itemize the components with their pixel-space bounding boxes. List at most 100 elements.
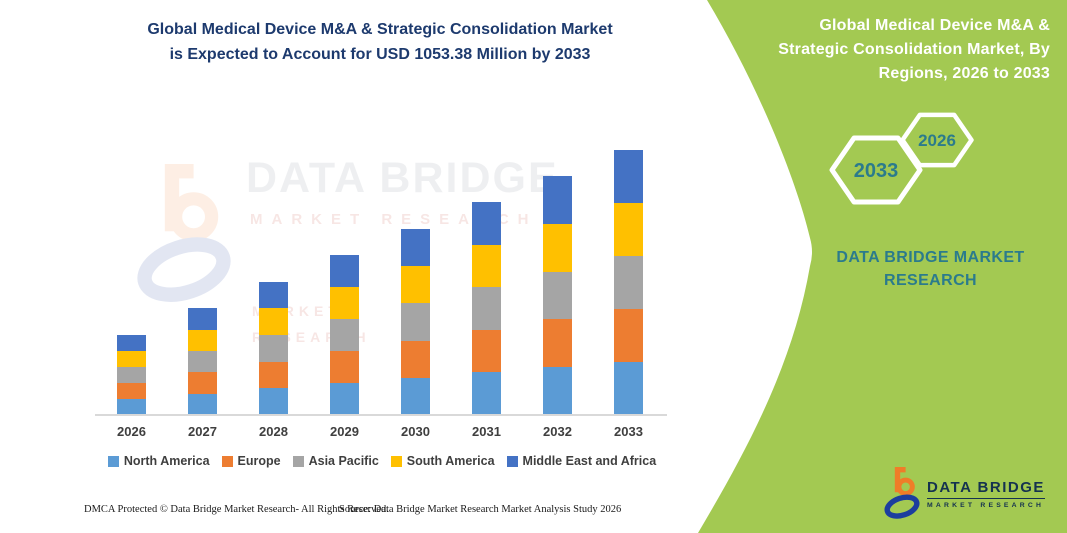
stacked-bar-2030: [401, 228, 430, 415]
bar-column-2029: [309, 150, 380, 415]
stacked-bar-2029: [330, 255, 359, 415]
bar-segment-2033-middle-east-and-africa: [614, 150, 643, 204]
x-axis-label-2026: 2026: [117, 424, 146, 439]
bar-column-2032: [522, 150, 593, 415]
bar-column-2027: [167, 150, 238, 415]
hexagon-2033-label: 2033: [854, 160, 899, 182]
legend-swatch: [107, 455, 119, 467]
databridge-logo-text: DATA BRIDGE MARKET RESEARCH: [927, 479, 1045, 509]
stacked-bar-chart: [96, 150, 664, 415]
bar-segment-2027-north-america: [188, 393, 217, 415]
page-title: Global Medical Device M&A & Strategic Co…: [40, 17, 720, 67]
legend-swatch: [506, 455, 518, 467]
side-panel-title-line2: Strategic Consolidation Market, By: [778, 41, 1050, 58]
hexagon-2026: [900, 112, 974, 168]
bar-segment-2032-asia-pacific: [543, 271, 572, 320]
bar-segment-2030-asia-pacific: [401, 303, 430, 341]
stacked-bar-2033: [614, 150, 643, 415]
bar-segment-2029-asia-pacific: [330, 319, 359, 352]
databridge-logo-glyph: [884, 467, 920, 519]
legend-label: Middle East and Africa: [522, 454, 657, 468]
stacked-bar-2032: [543, 176, 572, 415]
bar-segment-2032-north-america: [543, 367, 572, 415]
bar-segment-2026-north-america: [117, 398, 146, 415]
bar-segment-2030-north-america: [401, 377, 430, 415]
x-axis-line: [95, 414, 667, 416]
side-panel-title-line1: Global Medical Device M&A &: [819, 17, 1050, 34]
logo-brand-name: DATA BRIDGE: [927, 479, 1045, 499]
x-axis-labels: 2026 2027 2028 2029 2030 2031 2032 2033: [96, 424, 664, 439]
bar-column-2033: [593, 150, 664, 415]
stacked-bar-2031: [472, 202, 501, 415]
green-panel-shape: [698, 0, 1067, 533]
bar-segment-2032-europe: [543, 319, 572, 368]
stacked-bar-2028: [259, 281, 288, 415]
x-axis-label-2032: 2032: [543, 424, 572, 439]
bar-segment-2031-asia-pacific: [472, 287, 501, 330]
x-axis-label-2027: 2027: [188, 424, 217, 439]
side-panel-title-line3: Regions, 2026 to 2033: [878, 65, 1050, 82]
hexagon-2026-label: 2026: [918, 131, 956, 150]
logo-brand-subtitle: MARKET RESEARCH: [927, 502, 1045, 509]
bar-segment-2028-middle-east-and-africa: [259, 281, 288, 309]
bar-column-2030: [380, 150, 451, 415]
brand-text-line2: RESEARCH: [884, 272, 977, 289]
bar-segment-2033-europe: [614, 309, 643, 362]
stacked-bar-2027: [188, 308, 217, 415]
legend-label: Europe: [237, 454, 281, 468]
bar-segment-2030-south-america: [401, 266, 430, 304]
footer-copyright: DMCA Protected © Data Bridge Market Rese…: [84, 504, 389, 515]
legend-swatch: [390, 455, 402, 467]
bar-segment-2031-europe: [472, 329, 501, 373]
bar-segment-2029-south-america: [330, 287, 359, 320]
bar-segment-2028-north-america: [259, 388, 288, 415]
bar-segment-2031-north-america: [472, 372, 501, 415]
x-axis-label-2030: 2030: [401, 424, 430, 439]
legend-label: North America: [123, 454, 210, 468]
bar-segment-2029-north-america: [330, 383, 359, 415]
bar-segment-2027-middle-east-and-africa: [188, 308, 217, 330]
bar-segment-2030-middle-east-and-africa: [401, 228, 430, 267]
legend-item-europe: Europe: [221, 454, 281, 468]
bar-segment-2031-middle-east-and-africa: [472, 202, 501, 245]
page-title-line1: Global Medical Device M&A & Strategic Co…: [147, 21, 613, 38]
bar-segment-2030-europe: [401, 340, 430, 378]
x-axis-label-2031: 2031: [472, 424, 501, 439]
bar-segment-2027-south-america: [188, 329, 217, 351]
bar-column-2026: [96, 150, 167, 415]
bar-segment-2026-europe: [117, 382, 146, 399]
legend-item-north-america: North America: [107, 454, 210, 468]
x-axis-label-2029: 2029: [330, 424, 359, 439]
side-panel-brand-text: DATA BRIDGE MARKET RESEARCH: [818, 246, 1043, 292]
bar-segment-2026-south-america: [117, 350, 146, 367]
bar-segment-2032-middle-east-and-africa: [543, 176, 572, 224]
brand-text-line1: DATA BRIDGE MARKET: [836, 249, 1025, 266]
legend-swatch: [221, 455, 233, 467]
bar-segment-2029-middle-east-and-africa: [330, 255, 359, 288]
bar-segment-2033-asia-pacific: [614, 256, 643, 309]
bar-segment-2028-asia-pacific: [259, 335, 288, 362]
legend-item-middle-east-and-africa: Middle East and Africa: [506, 454, 657, 468]
x-axis-label-2028: 2028: [259, 424, 288, 439]
bar-segment-2032-south-america: [543, 223, 572, 272]
legend-label: Asia Pacific: [308, 454, 379, 468]
chart-legend: North America Europe Asia Pacific South Ame…: [92, 454, 672, 468]
bar-segment-2033-south-america: [614, 203, 643, 256]
stacked-bar-2026: [117, 334, 146, 415]
legend-item-asia-pacific: Asia Pacific: [292, 454, 379, 468]
legend-item-south-america: South America: [390, 454, 495, 468]
footer-source: Source: Data Bridge Market Research Mark…: [339, 504, 622, 515]
bar-column-2031: [451, 150, 522, 415]
bar-segment-2028-south-america: [259, 308, 288, 336]
bar-segment-2031-south-america: [472, 244, 501, 288]
side-panel-title: Global Medical Device M&A & Strategic Co…: [718, 14, 1050, 86]
x-axis-label-2033: 2033: [614, 424, 643, 439]
legend-swatch: [292, 455, 304, 467]
databridge-logo: DATA BRIDGE MARKET RESEARCH: [884, 465, 1045, 523]
bar-segment-2026-asia-pacific: [117, 366, 146, 383]
bar-column-2028: [238, 150, 309, 415]
hexagon-2033: [829, 135, 923, 205]
legend-label: South America: [406, 454, 495, 468]
